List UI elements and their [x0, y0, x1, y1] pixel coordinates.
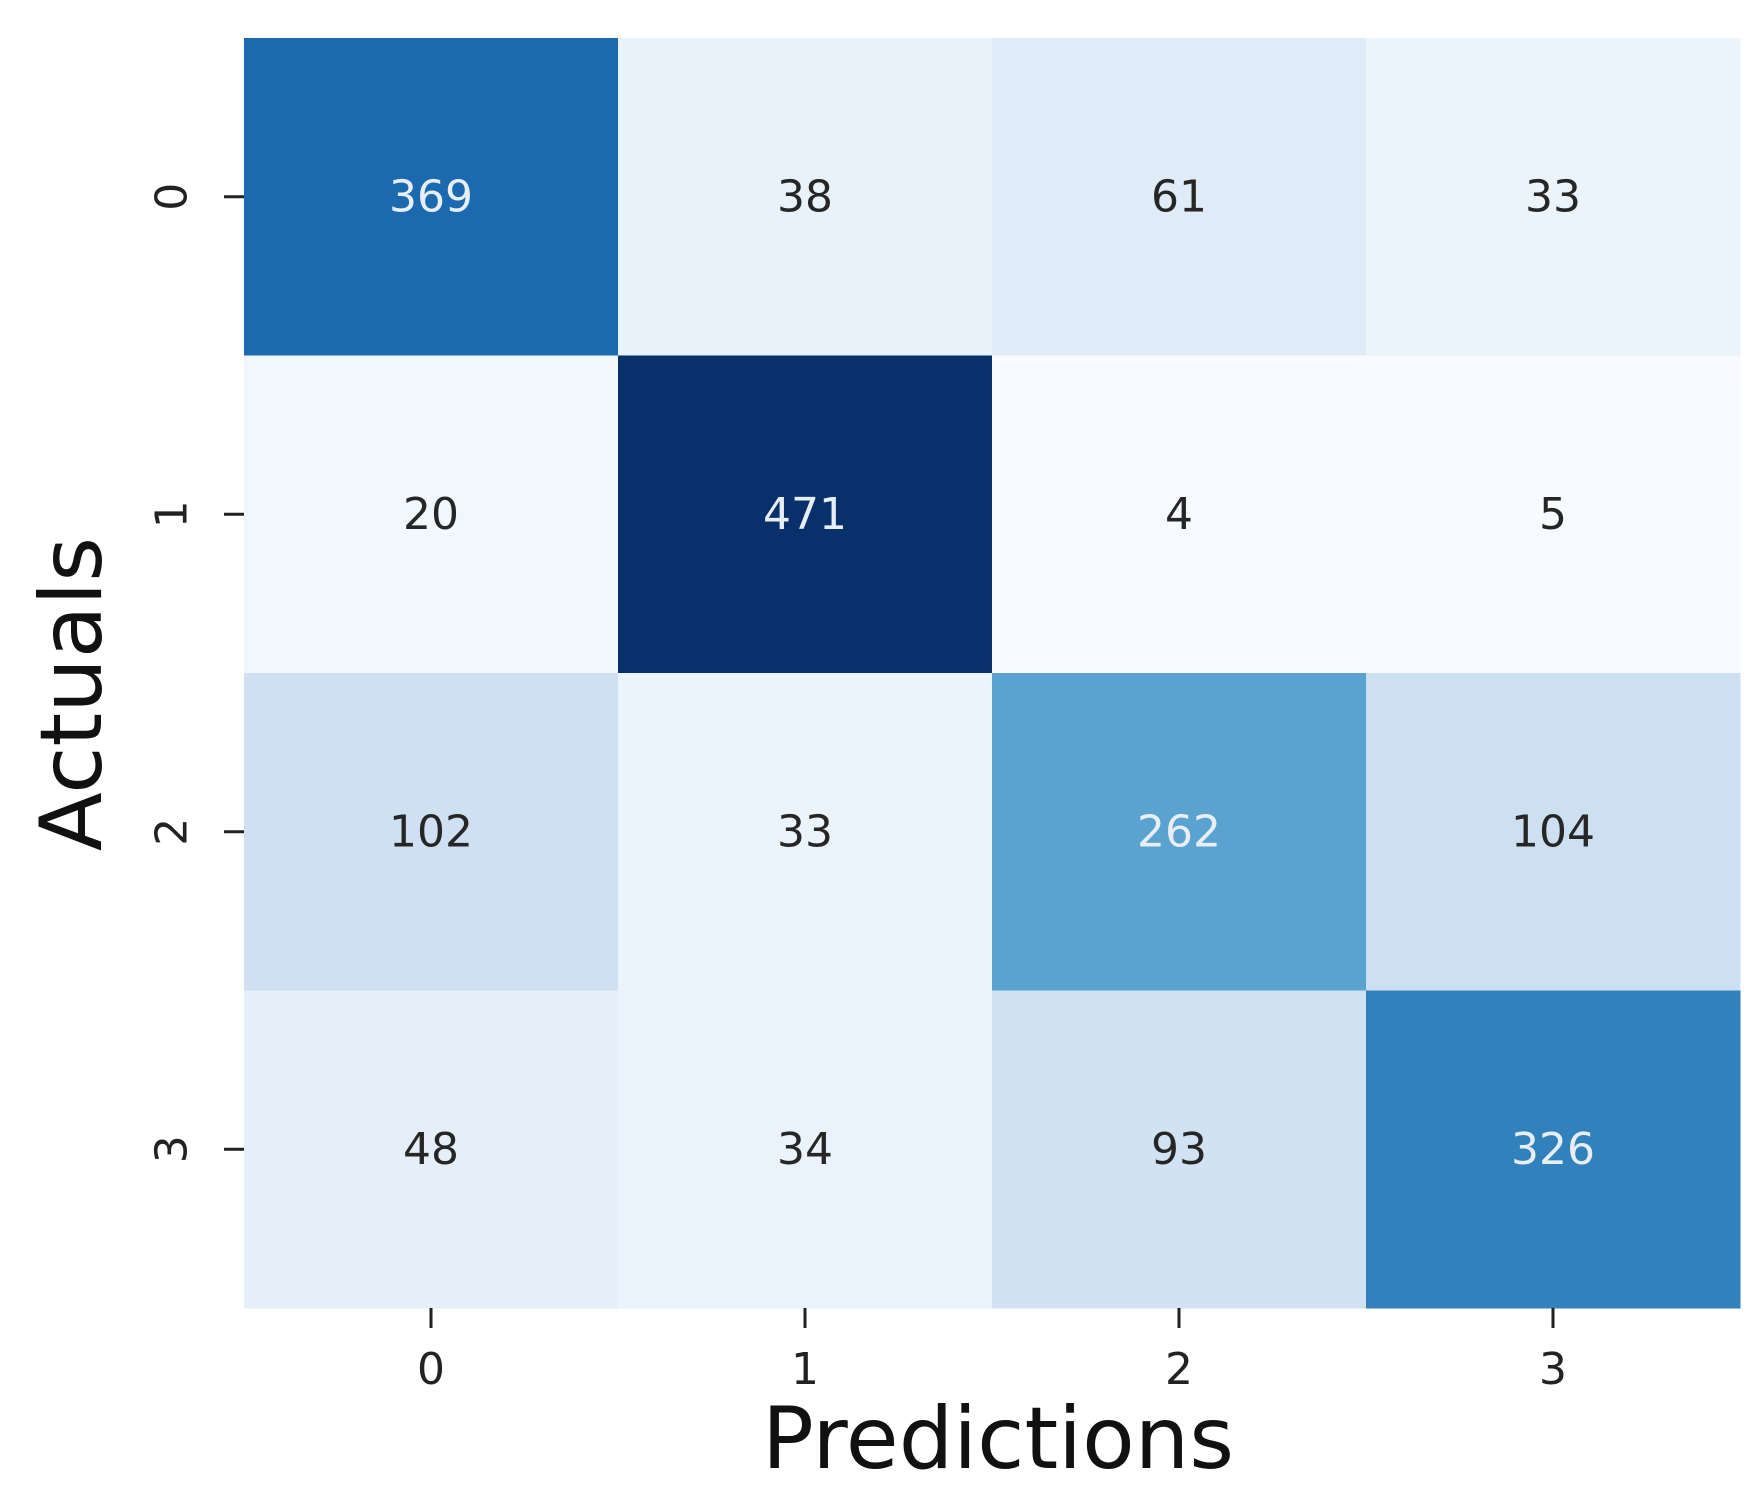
y-tick-label-2: 2: [147, 818, 198, 846]
heatmap-cell-value-r0-c1: 38: [777, 171, 833, 222]
heatmap-cell-value-r1-c0: 20: [403, 489, 459, 540]
heatmap-cell-r2-c1: [618, 673, 993, 991]
heatmap-cell-r1-c3: [1366, 355, 1741, 674]
heatmap-cell-value-r0-c3: 33: [1525, 171, 1581, 222]
heatmap-cell-r3-c2: [992, 990, 1367, 1309]
heatmap-cell-r1-c2: [992, 355, 1367, 674]
heatmap-cells: [244, 38, 1741, 1309]
heatmap-cell-value-r3-c0: 48: [403, 1124, 459, 1175]
x-axis-title: Predictions: [762, 1389, 1234, 1489]
heatmap-cell-r2-c2: [992, 673, 1367, 991]
heatmap-cell-r0-c1: [618, 38, 993, 356]
x-axis-ticks: 0 1 2 3: [417, 1308, 1567, 1395]
y-axis-title: Actuals: [22, 537, 122, 851]
y-axis-ticks: 0 1 2 3: [147, 183, 244, 1163]
heatmap-cell-value-r2-c2: 262: [1137, 806, 1221, 857]
heatmap-cell-r1-c0: [244, 355, 619, 674]
heatmap-cell-value-r3-c2: 93: [1151, 1124, 1207, 1175]
heatmap-cell-value-r2-c1: 33: [777, 806, 833, 857]
x-tick-label-3: 3: [1539, 1344, 1567, 1395]
heatmap-cell-r2-c3: [1366, 673, 1741, 991]
y-tick-label-0: 0: [147, 183, 198, 211]
heatmap-cell-r3-c0: [244, 990, 619, 1309]
heatmap-cell-value-r1-c3: 5: [1539, 489, 1567, 540]
heatmap-cell-value-r0-c2: 61: [1151, 171, 1207, 222]
heatmap-cell-r2-c0: [244, 673, 619, 991]
heatmap-cell-r3-c1: [618, 990, 993, 1309]
heatmap-cell-r3-c3: [1366, 990, 1741, 1309]
x-tick-label-2: 2: [1165, 1344, 1193, 1395]
heatmap-cell-value-r1-c2: 4: [1165, 489, 1193, 540]
heatmap-cell-r1-c1: [618, 355, 993, 674]
x-tick-label-0: 0: [417, 1344, 445, 1395]
heatmap-cell-value-r0-c0: 369: [389, 171, 473, 222]
y-tick-label-1: 1: [147, 500, 198, 528]
heatmap-cell-value-r3-c3: 326: [1511, 1124, 1595, 1175]
heatmap-cell-r0-c2: [992, 38, 1367, 356]
heatmap-cell-value-r3-c1: 34: [777, 1124, 833, 1175]
heatmap-cell-value-r2-c3: 104: [1511, 806, 1595, 857]
heatmap-cell-labels: 369 38 61 33 20 471 4 5 102 33 262 104 48 34 93 326: [389, 171, 1595, 1175]
heatmap-cell-value-r1-c1: 471: [763, 489, 847, 540]
heatmap-cell-value-r2-c0: 102: [389, 806, 473, 857]
y-tick-label-3: 3: [147, 1135, 198, 1163]
x-tick-label-1: 1: [791, 1344, 819, 1395]
heatmap-cell-r0-c3: [1366, 38, 1741, 356]
heatmap-cell-r0-c0: [244, 38, 619, 356]
